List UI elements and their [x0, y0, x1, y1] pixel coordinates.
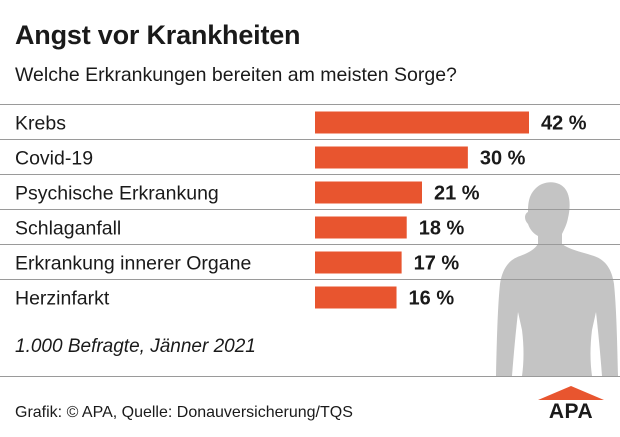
- bar: [315, 286, 397, 309]
- footer-separator: [0, 376, 620, 377]
- bar: [315, 251, 402, 274]
- value-label: 21 %: [434, 183, 480, 205]
- category-label: Herzinfarkt: [15, 288, 110, 310]
- value-label: 16 %: [409, 288, 455, 310]
- value-label: 30 %: [480, 148, 526, 170]
- category-label: Covid-19: [15, 148, 93, 170]
- bar-chart-svg: Krebs 42 % Covid-19 30 % Psychische Erkranku…: [0, 104, 620, 310]
- value-label: 17 %: [414, 253, 460, 275]
- apa-logo: APA: [536, 386, 606, 426]
- bar-chart: Krebs 42 % Covid-19 30 % Psychische Erkranku…: [0, 104, 620, 314]
- bar: [315, 146, 468, 169]
- bar: [315, 181, 422, 204]
- category-label: Psychische Erkrankung: [15, 183, 219, 205]
- bar: [315, 111, 529, 134]
- bar: [315, 216, 407, 239]
- category-label: Schlaganfall: [15, 218, 121, 240]
- category-label: Krebs: [15, 113, 66, 135]
- survey-note: 1.000 Befragte, Jänner 2021: [15, 336, 256, 357]
- chart-subtitle: Welche Erkrankungen bereiten am meisten …: [15, 64, 457, 86]
- apa-logo-roof-icon: [538, 386, 604, 400]
- chart-title: Angst vor Krankheiten: [15, 20, 301, 50]
- value-label: 42 %: [541, 113, 587, 135]
- value-label: 18 %: [419, 218, 465, 240]
- source-credit: Grafik: © APA, Quelle: Donauversicherung…: [15, 404, 353, 421]
- category-label: Erkrankung innerer Organe: [15, 253, 251, 275]
- apa-logo-text: APA: [548, 400, 594, 423]
